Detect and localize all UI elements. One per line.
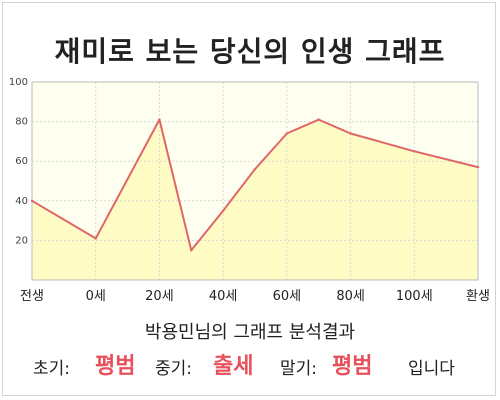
- x-tick-label: 20세: [145, 289, 174, 304]
- data-point: [476, 165, 480, 169]
- area-fill: [32, 119, 478, 280]
- data-point: [190, 249, 193, 252]
- x-tick-label: 80세: [336, 289, 365, 304]
- y-tick-label-20: 20: [15, 235, 28, 246]
- late-label: 말기:: [280, 359, 318, 379]
- analysis-summary: 초기: 평범 중기: 출세 말기: 평범 입니다: [0, 346, 500, 382]
- life-graph-chart: 20 40 60 80 100 전생 0세 20세 40세 60세 80세 100세 환생: [9, 77, 490, 304]
- plot-border: [31, 81, 479, 281]
- x-tick-label: 전생: [20, 289, 44, 304]
- mid-value: 출세: [213, 354, 254, 379]
- x-tick-label: 100세: [396, 289, 433, 304]
- data-point: [30, 199, 34, 202]
- card-frame: [2, 2, 496, 396]
- early-label: 초기:: [33, 359, 71, 379]
- data-point: [317, 118, 320, 121]
- y-tick-label-100: 100: [9, 77, 28, 88]
- page-title: 재미로 보는 당신의 인생 그래프: [54, 35, 446, 68]
- data-point: [253, 167, 257, 171]
- data-point: [285, 132, 289, 135]
- early-value: 평범: [95, 354, 136, 379]
- x-tick-label: 40세: [209, 289, 238, 304]
- data-point: [221, 209, 225, 212]
- x-tick-label: 환생: [466, 289, 490, 304]
- y-tick-label-40: 40: [15, 196, 28, 207]
- data-point: [158, 118, 161, 121]
- y-tick-label-80: 80: [15, 117, 28, 128]
- x-tick-label: 60세: [273, 289, 302, 304]
- data-point: [94, 237, 97, 240]
- y-tick-label-60: 60: [15, 156, 28, 167]
- ending-text: 입니다: [408, 359, 455, 379]
- analysis-subtitle: 박용민님의 그래프 분석결과: [144, 322, 356, 343]
- x-tick-label: 0세: [86, 289, 106, 304]
- data-point: [413, 150, 416, 153]
- data-point: [349, 132, 352, 135]
- late-value: 평범: [332, 354, 373, 379]
- mid-label: 중기:: [155, 359, 193, 379]
